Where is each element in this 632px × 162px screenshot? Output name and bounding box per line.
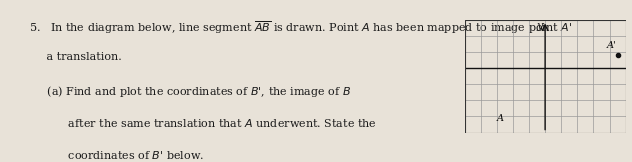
Text: A': A': [606, 41, 616, 50]
Text: (a) Find and plot the coordinates of $B$', the image of $B$: (a) Find and plot the coordinates of $B$…: [29, 84, 351, 99]
Text: after the same translation that $A$ underwent. State the: after the same translation that $A$ unde…: [29, 117, 377, 129]
Text: y: y: [537, 21, 543, 31]
Text: 5.   In the diagram below, line segment $\overline{AB}$ is drawn. Point $A$ has : 5. In the diagram below, line segment $\…: [29, 19, 573, 36]
Text: a translation.: a translation.: [29, 52, 122, 62]
Text: coordinates of $B$' below.: coordinates of $B$' below.: [29, 149, 204, 161]
Text: A: A: [497, 114, 504, 123]
